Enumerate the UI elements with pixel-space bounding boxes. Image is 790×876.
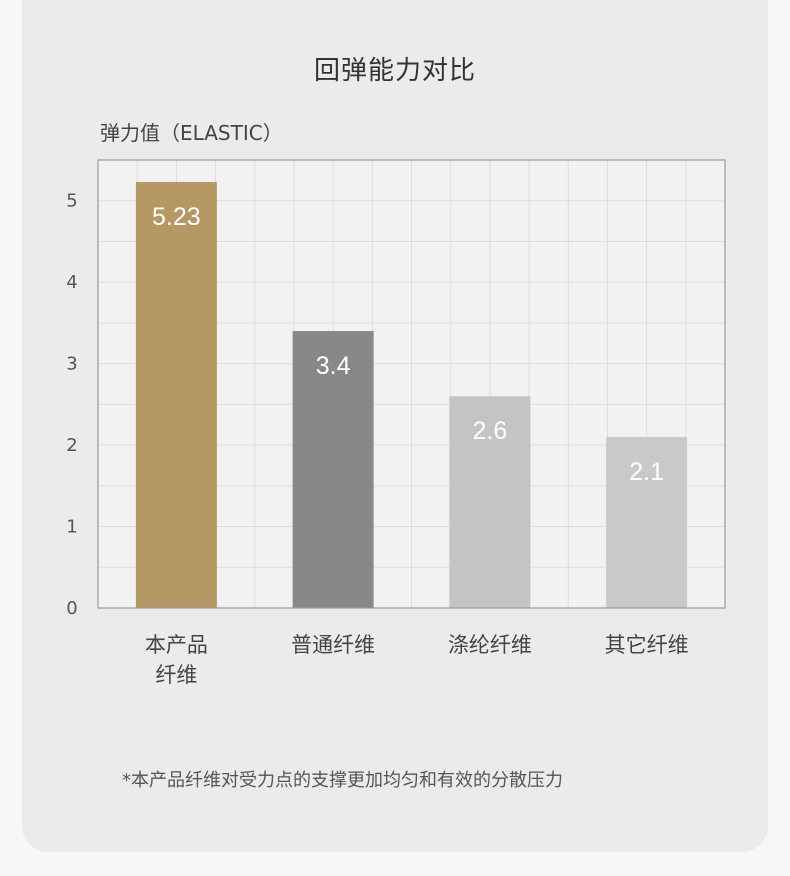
bar <box>292 331 374 608</box>
y-tick-label: 1 <box>66 517 77 538</box>
bar <box>135 181 217 608</box>
bar-value-label: 2.6 <box>472 417 507 445</box>
y-ticks: 0 1 2 3 4 5 <box>66 191 77 619</box>
x-tick-label: 本产品纤维 <box>145 633 208 687</box>
bar <box>606 436 688 608</box>
y-tick-label: 0 <box>66 598 77 619</box>
x-tick-label: 其它纤维 <box>605 633 689 657</box>
x-ticks: 本产品纤维 普通纤维 涤纶纤维 其它纤维 <box>145 633 689 687</box>
y-tick-label: 3 <box>66 354 77 375</box>
bar-value-label: 2.1 <box>629 458 664 486</box>
bar-value-label: 5.23 <box>152 203 201 231</box>
x-tick-label: 涤纶纤维 <box>448 633 532 657</box>
x-tick-label: 普通纤维 <box>291 633 375 657</box>
axes <box>97 159 726 609</box>
bar <box>449 396 531 608</box>
y-tick-label: 4 <box>66 272 77 293</box>
y-tick-label: 5 <box>66 191 77 212</box>
bars: 5.23 3.4 2.6 2.1 <box>135 181 688 608</box>
footnote: *本产品纤维对受力点的支撑更加均匀和有效的分散压力 <box>122 770 563 791</box>
y-axis-label: 弹力值（ELASTIC） <box>100 121 283 145</box>
plot-frame <box>97 159 726 609</box>
chart-title: 回弹能力对比 <box>313 56 476 86</box>
y-tick-label: 2 <box>66 435 77 456</box>
bar-value-label: 3.4 <box>316 352 351 380</box>
